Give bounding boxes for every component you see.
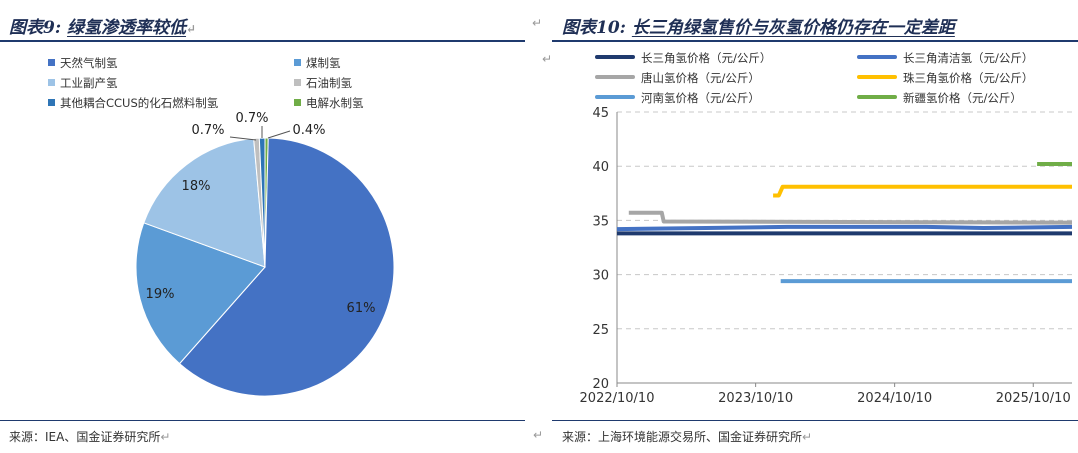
legend-swatch <box>48 79 55 86</box>
left-source-text: 来源：IEA、国金证券研究所 <box>9 430 161 444</box>
pie-slice <box>135 222 266 365</box>
pie-slice <box>178 137 395 397</box>
legend-label: 长三角清洁氢（元/公斤） <box>903 51 1034 65</box>
pie-legend-item: 石油制氢 <box>294 75 352 91</box>
pie-data-label: 0.7% <box>235 111 268 126</box>
pie-data-label: 0.7% <box>191 123 224 138</box>
return-mark-icon: ↵ <box>186 22 197 36</box>
x-tick-label: 2024/10/10 <box>857 391 932 406</box>
legend-label: 石油制氢 <box>306 76 352 90</box>
pie-legend-item: 工业副产氢 <box>48 75 118 91</box>
left-title-main: 绿氢渗透率较低 <box>67 18 187 38</box>
y-tick-label: 20 <box>592 377 609 392</box>
legend-label: 河南氢价格（元/公斤） <box>641 91 760 105</box>
pie-legend-item: 煤制氢 <box>294 55 341 71</box>
return-mark-icon: ↵ <box>160 430 171 444</box>
pie-leader-line <box>229 136 257 141</box>
y-tick-label: 40 <box>592 160 609 175</box>
legend-swatch <box>857 95 897 99</box>
left-title-prefix: 图表9: <box>9 18 62 38</box>
legend-swatch <box>857 75 897 79</box>
line-legend-item: 唐山氢价格（元/公斤） <box>595 70 760 86</box>
line-chart: 20 25 30 35 40 45 2022/10/10 2023/10/10 2024/10/… <box>580 106 1073 406</box>
series-line <box>616 224 1073 232</box>
legend-swatch <box>595 75 635 79</box>
left-title-rule <box>0 40 525 42</box>
legend-swatch <box>294 79 301 86</box>
right-title-rule <box>552 40 1078 42</box>
right-source: 来源：上海环境能源交易所、国金证券研究所↵ <box>562 428 812 445</box>
line-legend-item: 长三角清洁氢（元/公斤） <box>857 50 1033 66</box>
legend-label: 电解水制氢 <box>306 96 364 110</box>
right-title-prefix: 图表10: <box>562 18 626 38</box>
return-mark-icon: ↵ <box>533 428 544 442</box>
y-tick-label: 30 <box>592 269 609 284</box>
pie-data-label: 0.4% <box>292 123 325 138</box>
right-source-text: 来源：上海环境能源交易所、国金证券研究所 <box>562 430 803 444</box>
y-tick-label: 25 <box>592 323 609 338</box>
return-mark-icon: ↵ <box>802 430 813 444</box>
pie-chart: 61% 19% 18% 0.7% 0.7% 0.4% <box>135 111 395 397</box>
pie-data-label: 61% <box>347 301 376 316</box>
right-source-rule <box>552 420 1078 421</box>
legend-swatch <box>857 55 897 59</box>
pie-data-label: 18% <box>182 179 211 194</box>
legend-swatch <box>595 55 635 59</box>
legend-swatch <box>48 59 55 66</box>
series-line <box>628 210 1073 225</box>
pie-legend-item: 其他耦合CCUS的化石燃料制氢 <box>48 95 218 111</box>
return-mark-icon: ↵ <box>542 52 553 66</box>
return-mark-icon: ↵ <box>532 16 543 30</box>
line-legend-item: 珠三角氢价格（元/公斤） <box>857 70 1033 86</box>
pie-leader-line <box>267 130 291 139</box>
legend-swatch <box>48 99 55 106</box>
left-chart-title: 图表9: 绿氢渗透率较低↵ <box>9 13 196 38</box>
legend-swatch <box>595 95 635 99</box>
pie-data-label: 19% <box>146 287 175 302</box>
line-legend-item: 长三角氢价格（元/公斤） <box>595 50 771 66</box>
legend-label: 煤制氢 <box>306 56 341 70</box>
legend-label: 珠三角氢价格（元/公斤） <box>903 71 1034 85</box>
legend-label: 其他耦合CCUS的化石燃料制氢 <box>60 96 219 110</box>
x-tick-label: 2025/10/10 <box>996 391 1071 406</box>
pie-slice <box>258 137 266 268</box>
legend-swatch <box>294 59 301 66</box>
y-tick-label: 45 <box>592 106 609 121</box>
legend-label: 工业副产氢 <box>60 76 118 90</box>
right-title-main: 长三角绿氢售价与灰氢价格仍存在一定差距 <box>631 18 955 38</box>
x-tick-label: 2022/10/10 <box>580 391 655 406</box>
y-tick-label: 35 <box>592 214 609 229</box>
x-tick-label: 2023/10/10 <box>718 391 793 406</box>
legend-label: 唐山氢价格（元/公斤） <box>641 71 760 85</box>
left-source-rule <box>0 420 525 421</box>
left-source: 来源：IEA、国金证券研究所↵ <box>9 428 170 445</box>
legend-swatch <box>294 99 301 106</box>
pie-legend-item: 天然气制氢 <box>48 55 118 71</box>
pie-slice <box>143 137 266 268</box>
legend-label: 新疆氢价格（元/公斤） <box>903 91 1022 105</box>
legend-label: 长三角氢价格（元/公斤） <box>641 51 772 65</box>
right-chart-title: 图表10: 长三角绿氢售价与灰氢价格仍存在一定差距 <box>562 13 955 38</box>
pie-legend-item: 电解水制氢 <box>294 95 364 111</box>
legend-label: 天然气制氢 <box>60 56 118 70</box>
line-legend-item: 河南氢价格（元/公斤） <box>595 90 760 106</box>
series-line <box>773 184 1072 198</box>
line-legend-item: 新疆氢价格（元/公斤） <box>857 90 1022 106</box>
